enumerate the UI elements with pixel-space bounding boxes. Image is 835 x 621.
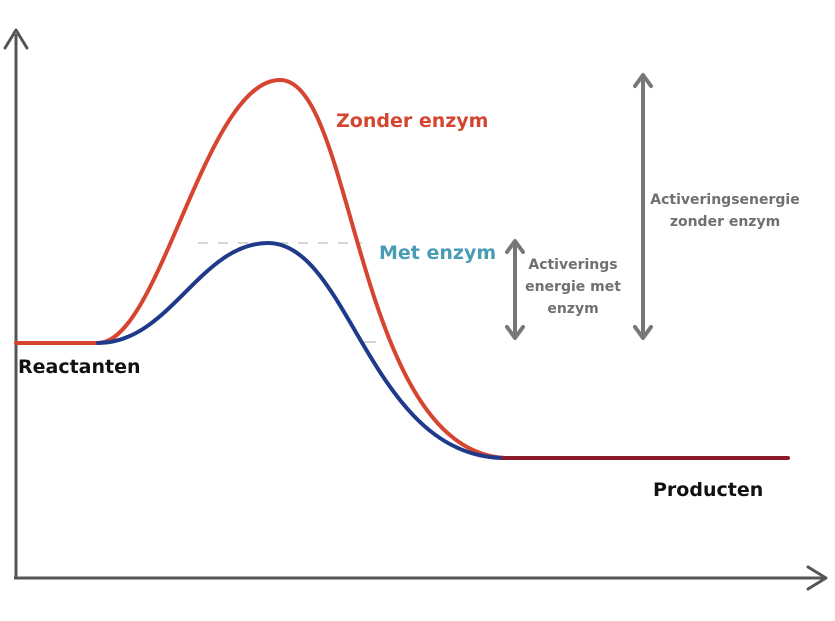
curve-without-enzyme — [14, 78, 507, 460]
label-activation-without-enzyme-line2: zonder enzym — [670, 214, 780, 230]
label-reactants: Reactanten — [18, 356, 141, 378]
label-activation-with-enzyme: Activerings energie met enzym — [525, 257, 621, 317]
activation-arrow-without-enzyme — [633, 73, 653, 340]
axes — [3, 28, 828, 591]
curve-with-enzyme — [96, 241, 507, 460]
label-activation-with-enzyme-line1: Activerings — [528, 257, 617, 273]
label-activation-without-enzyme-line1: Activeringsenergie — [650, 192, 799, 208]
label-activation-with-enzyme-line3: enzym — [547, 301, 598, 317]
label-with-enzyme: Met enzym — [379, 242, 496, 264]
y-axis-arrowhead — [3, 28, 29, 50]
label-products: Producten — [653, 479, 763, 501]
x-axis-arrowhead — [806, 565, 828, 591]
activation-arrow-with-enzyme — [505, 239, 525, 340]
label-activation-without-enzyme: Activeringsenergie zonder enzym — [650, 192, 799, 230]
label-without-enzyme: Zonder enzym — [336, 110, 488, 132]
label-activation-with-enzyme-line2: energie met — [525, 279, 621, 295]
